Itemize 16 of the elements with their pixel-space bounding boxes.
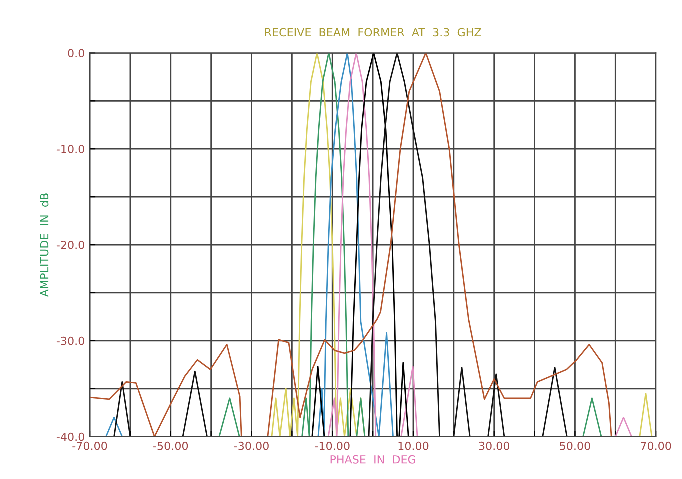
y-tick-label: -10.0 [56,145,84,154]
x-tick-label: 30.00 [479,442,510,450]
x-tick-label: -50.00 [154,442,188,450]
x-axis-title: PHASE IN DEG [330,455,416,464]
chart-title: RECEIVE BEAM FORMER AT 3.3 GHZ [265,28,482,37]
y-tick-label: -20.0 [56,240,84,250]
x-tick-label: -30.00 [234,442,269,450]
y-tick-label: 0.0 [68,49,84,58]
x-tick-label: 10.00 [398,442,429,450]
x-tick-label: 50.00 [560,442,590,450]
y-tick-label: -40.0 [56,432,84,442]
x-tick-label: -70.00 [72,442,108,450]
y-axis-title: AMPLITUDE IN dB [40,194,49,298]
y-tick-label: -30.0 [56,336,84,346]
x-tick-label: -10.00 [315,442,350,450]
x-tick-label: 70.00 [641,442,672,450]
